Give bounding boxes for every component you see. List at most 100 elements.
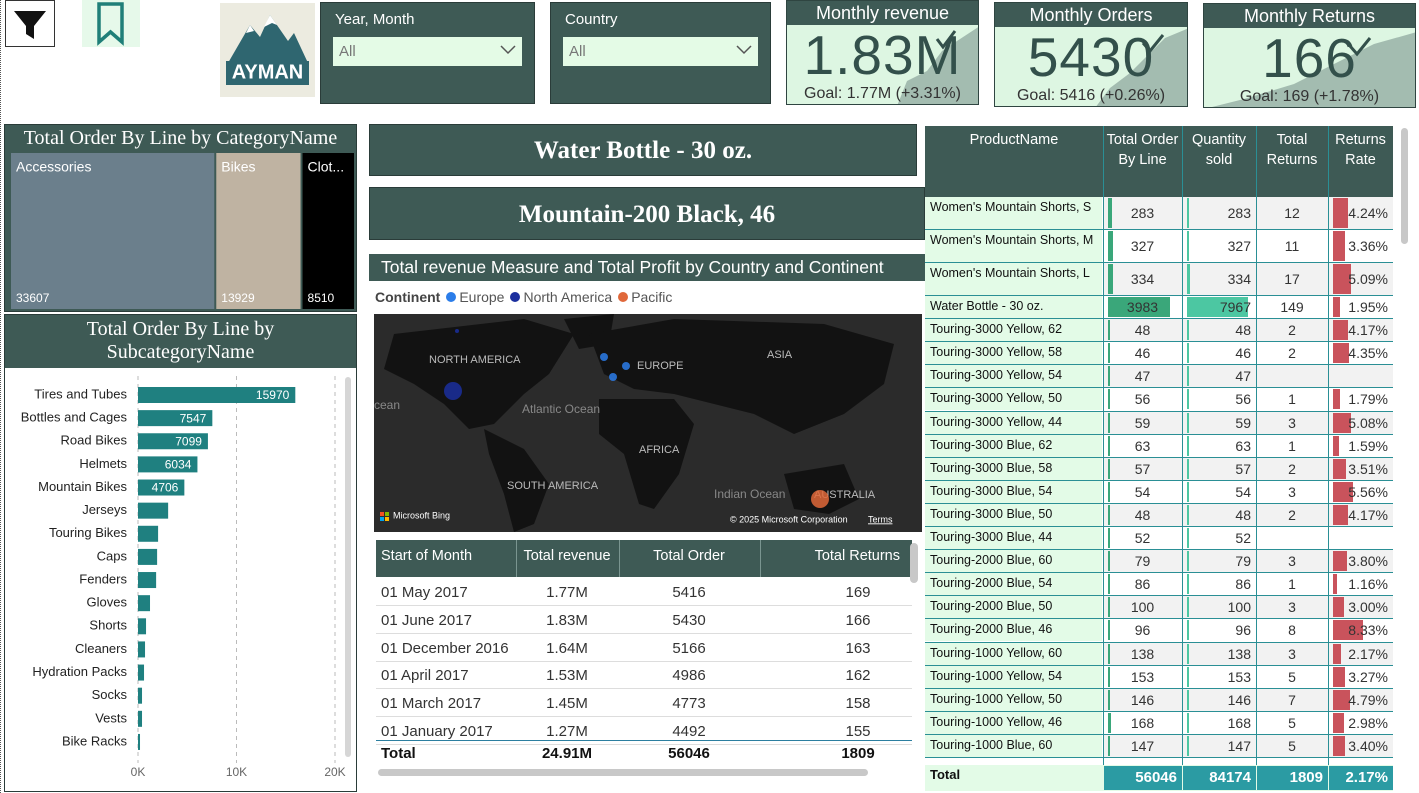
kpi-goal: Goal: 5416 (+0.26%) [1016,87,1166,104]
column-header: Returns Rate [1335,132,1386,168]
cell-bg [1257,434,1328,457]
cell-bg [1257,411,1328,434]
data-bar [1187,643,1189,664]
table-cell: 3 [1288,599,1296,616]
bubble[interactable] [609,373,617,381]
table-cell: 1.59% [1348,437,1388,454]
data-bar [1187,435,1189,456]
table-cell: 52 [1134,530,1151,547]
map-label: Atlantic Ocean [522,402,600,416]
row-divider [925,526,1393,527]
cell-bg [1257,197,1328,229]
scrollbar[interactable] [1401,128,1408,244]
slicer[interactable]: Year, Month All [320,2,535,104]
data-bar [1333,504,1349,525]
tile-value: 8510 [308,291,335,305]
table-cell: 56 [1235,391,1251,408]
bookmark-button[interactable] [82,0,140,47]
data-bar [1108,643,1111,664]
bubble[interactable] [622,362,630,370]
bar [138,710,143,727]
data-label: 7099 [175,434,202,448]
row-divider [925,618,1393,620]
data-bar [1187,343,1189,364]
cell-bg [925,596,1102,619]
bubble[interactable] [600,353,608,361]
column-divider [760,540,761,577]
cell-bg [925,197,1102,229]
terms-link[interactable]: Terms [868,514,893,524]
table-cell: Touring-1000 Yellow, 50 [930,691,1063,706]
kpi-value: 1.83M [803,24,962,86]
table-cell: 149 [1280,299,1304,316]
filter-button[interactable] [5,0,55,47]
data-bar [1108,198,1113,228]
table-cell: 327 [1130,238,1155,254]
chevron [500,45,516,55]
kpi-card: Monthly revenue 1.83M Goal: 1.77M (+3.31… [786,0,979,105]
table-cell: 96 [1235,622,1251,639]
table-cell: 155 [845,723,871,740]
cell-bg [1183,527,1256,550]
cell-bg [1104,550,1182,573]
slicer-dropdown[interactable]: All [333,37,522,66]
data-bar [1187,297,1248,318]
bar [138,548,158,565]
row-divider [925,262,1393,263]
table-cell: 47 [1134,368,1151,385]
cell-bg [1104,619,1182,642]
column-divider [1103,126,1104,765]
column-header: Quantity sold [1192,132,1246,168]
cell-bg [1257,480,1328,503]
data-label: 7547 [180,411,207,425]
row-divider [376,632,912,634]
table-cell: 2 [1288,460,1296,477]
bubble[interactable] [811,490,829,508]
bar [138,387,296,403]
scrollbar[interactable] [910,543,918,583]
table-cell: 63 [1235,437,1251,454]
slicer-dropdown[interactable]: All [563,37,758,66]
slicer[interactable]: Country All [550,2,771,104]
map-label: SOUTH AMERICA [507,480,599,492]
bubble[interactable] [444,382,462,400]
data-bar [1108,735,1111,756]
legend-title: Continent [375,289,441,305]
cell-bg [925,480,1102,503]
cell-bg [1183,434,1256,457]
scrollbar[interactable] [345,377,351,757]
total-bg [1183,766,1256,790]
data-bar [1108,551,1110,572]
bubble[interactable] [455,329,459,333]
table-cell: 7967 [1219,299,1251,316]
column-header: Total Returns [814,548,900,564]
land [384,314,894,532]
cell-bg [925,619,1102,642]
table-cell: 17 [1284,271,1300,287]
bar-chart: 0K 10K 20K Tires and Tubes 15970 Bottles and … [21,376,346,779]
cell-bg [1183,550,1256,573]
cell-bg [925,642,1102,665]
scrollbar[interactable] [378,769,868,776]
total-cell: 84174 [1209,769,1251,786]
table-cell: 1.77M [546,584,588,601]
table-cell: 1.64M [546,639,588,657]
cell-bg [1329,365,1393,388]
y-tick-label: Jerseys [82,502,127,517]
cell-bg [1104,319,1182,342]
table-cell: 56 [1134,391,1151,408]
data-bar [1333,389,1340,410]
table-cell: Touring-3000 Yellow, 44 [930,414,1063,429]
bar [138,618,147,635]
y-tick-label: Fenders [79,571,127,586]
table-cell: 3 [1288,553,1296,570]
cell-bg [1329,527,1393,550]
cell-bg [925,342,1102,365]
table-cell: 3.80% [1348,553,1388,570]
cell-bg [1104,734,1182,757]
table-cell: 4.17% [1348,322,1388,339]
table-cell: 3 [1288,645,1296,662]
data-bar [1187,528,1189,549]
table-cell: 01 December 2016 [381,639,509,657]
table-header [925,126,1393,197]
